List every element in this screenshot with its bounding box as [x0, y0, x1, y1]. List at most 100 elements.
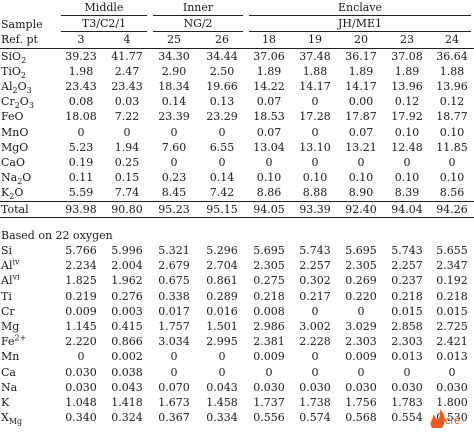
oxide-row: MgO 5.23 1.94 7.60 6.55 13.04 13.10 13.21 12.48 1…: [0, 140, 474, 155]
ref-pt-label: Ref. pt: [0, 32, 58, 49]
cation-value: 0.013: [391, 350, 423, 364]
group-inner: Inner: [153, 0, 243, 17]
cation-value: 2.679: [158, 259, 190, 273]
cation-label: Aliv: [0, 258, 58, 273]
sample-inner: NG/2: [153, 16, 243, 33]
oxide-label: Cr2O3: [0, 94, 58, 111]
cation-value: 0: [357, 304, 365, 318]
oxide-oxygen: O: [17, 80, 27, 94]
oxide-value: 0: [218, 125, 226, 139]
cation-value: 0.289: [206, 289, 238, 303]
cation-value: 2.986: [253, 320, 285, 334]
oxide-label: Na2O: [0, 170, 58, 187]
cation-row: Alvi 1.825 1.962 0.675 0.861 0.275 0.302 0.269 0…: [0, 273, 474, 288]
cation-value: 0: [311, 365, 319, 379]
oxide-value: 0.13: [209, 95, 235, 109]
oxide-label: MnO: [0, 125, 58, 140]
total-value: 94.04: [384, 200, 430, 218]
group-header-row: Middle Inner Enclave: [0, 0, 474, 17]
cation-base: Si: [1, 244, 13, 258]
cation-value: 0.218: [253, 289, 285, 303]
oxide-value: 0.10: [348, 171, 374, 185]
oxide-oxygen: O: [14, 186, 24, 200]
oxide-value: 0: [218, 156, 226, 170]
cation-base: Ti: [1, 289, 12, 303]
oxide-value: 0.15: [114, 171, 140, 185]
oxide-label: K2O: [0, 185, 58, 201]
cation-value: 0.015: [436, 304, 468, 318]
cation-base: Fe: [1, 335, 15, 349]
oxide-value: 37.48: [299, 49, 331, 63]
ref-pt-24: 24: [430, 32, 474, 49]
cation-value: 0.009: [253, 350, 285, 364]
cation-value: 0: [77, 350, 85, 364]
oxide-value: 5.59: [68, 186, 94, 200]
cation-label: Alvi: [0, 273, 58, 288]
oxide-value: 8.90: [348, 186, 374, 200]
oxide-row: CaO 0.19 0.25 0 0 0 0 0 0 0: [0, 155, 474, 170]
cation-value: 0.013: [436, 350, 468, 364]
oxide-subscript: 2: [17, 177, 23, 187]
oxide-value: 17.87: [345, 110, 377, 124]
oxide-value: 11.85: [436, 140, 468, 154]
oxide-subscript: 2: [9, 192, 15, 202]
cation-value: 0.043: [111, 380, 143, 394]
oxide-value: 1.89: [256, 64, 282, 78]
cation-superscript: iv: [12, 257, 20, 267]
cation-value: 0.367: [158, 411, 190, 425]
oxide-value: 34.30: [158, 49, 190, 63]
cation-value: 0.574: [299, 411, 331, 425]
cation-value: 2.303: [345, 335, 377, 349]
ref-pt-20: 20: [338, 32, 384, 49]
oxide-value: 17.28: [299, 110, 331, 124]
total-value: 93.39: [292, 200, 338, 218]
oxide-row: K2O 5.59 7.74 8.45 7.42 8.86 8.88 8.90 8.39 8.56: [0, 185, 474, 201]
oxide-value: 18.77: [436, 110, 468, 124]
sample-middle: T3/C2/1: [61, 16, 147, 33]
ref-pt-19: 19: [292, 32, 338, 49]
cation-value: 0.302: [299, 274, 331, 288]
cation-value: 0: [170, 350, 178, 364]
cation-base: Mg: [1, 320, 20, 334]
cation-row: K 1.048 1.418 1.673 1.458 1.737 1.738 1.756 1.78…: [0, 395, 474, 410]
oxide-value: 37.08: [391, 49, 423, 63]
oxide-subscript-2: 3: [28, 101, 34, 111]
oxide-value: 1.88: [302, 64, 328, 78]
cation-value: 0.009: [345, 350, 377, 364]
cation-value: 2.228: [299, 335, 331, 349]
cation-base: K: [1, 396, 10, 410]
oxide-value: 5.23: [68, 140, 94, 154]
oxide-value: 41.77: [111, 49, 143, 63]
cation-value: 0.218: [391, 289, 423, 303]
cation-row: Si 5.766 5.996 5.321 5.296 5.695 5.743 5.695 5.7…: [0, 243, 474, 258]
oxide-value: 0.10: [256, 171, 282, 185]
cation-value: 1.800: [436, 396, 468, 410]
oxide-value: 0.12: [394, 95, 420, 109]
total-value: 90.80: [104, 200, 150, 218]
cation-base: Al: [1, 259, 13, 273]
cation-value: 0.043: [206, 380, 238, 394]
oxide-value: 0: [123, 125, 131, 139]
total-value: 95.15: [198, 200, 246, 218]
oxide-value: 6.55: [209, 140, 235, 154]
oxide-value: 0: [448, 156, 456, 170]
sample-row: Sample T3/C2/1 NG/2 JH/ME1: [0, 16, 474, 33]
cation-base: Cr: [1, 304, 15, 318]
oxide-value: 13.96: [436, 80, 468, 94]
cation-value: 1.825: [65, 274, 97, 288]
oxide-base: MgO: [1, 140, 29, 154]
cation-value: 1.673: [158, 396, 190, 410]
oxide-value: 0.00: [348, 95, 374, 109]
cation-base: Ca: [1, 365, 16, 379]
cation-value: 2.704: [206, 259, 238, 273]
oxide-value: 8.39: [394, 186, 420, 200]
oxide-value: 8.45: [161, 186, 187, 200]
cation-value: 2.220: [65, 335, 97, 349]
cation-value: 3.002: [299, 320, 331, 334]
cation-value: 1.145: [65, 320, 97, 334]
oxide-value: 23.43: [111, 80, 143, 94]
cation-section: Si 5.766 5.996 5.321 5.296 5.695 5.743 5.695 5.7…: [0, 243, 474, 426]
cation-value: 1.756: [345, 396, 377, 410]
oxide-value: 0.19: [68, 156, 94, 170]
cation-label: Cr: [0, 304, 58, 319]
